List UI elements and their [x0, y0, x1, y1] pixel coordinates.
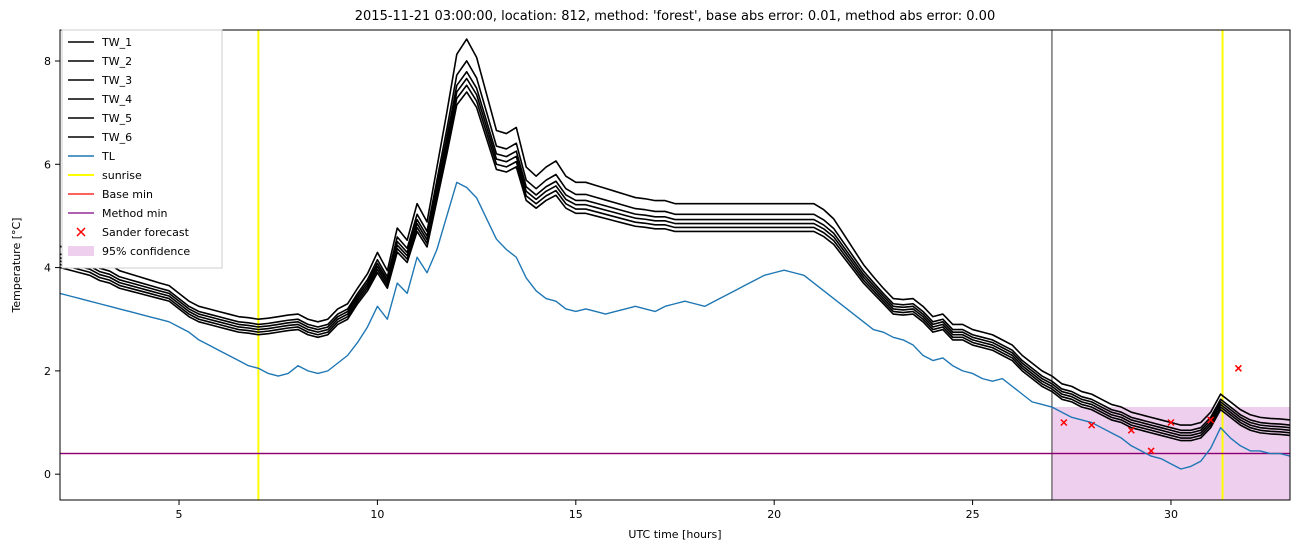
- chart-svg: 5 10 15 20 25 30 0 2 4 6 8 UTC time [hours] Temperat…: [0, 0, 1302, 547]
- legend: TW_1 TW_2 TW_3 TW_4 TW_5 TW_6 TL sunrise Base mi…: [62, 30, 222, 268]
- legend-label: TW_3: [101, 74, 132, 87]
- y-tick-label: 2: [44, 365, 51, 378]
- legend-label: TL: [101, 150, 116, 163]
- legend-label: TW_4: [101, 93, 132, 106]
- legend-label: Method min: [102, 207, 168, 220]
- legend-swatch: [68, 246, 94, 256]
- legend-label: 95% confidence: [102, 245, 190, 258]
- legend-label: Base min: [102, 188, 153, 201]
- y-tick-label: 4: [44, 262, 51, 275]
- y-tick-label: 0: [44, 468, 51, 481]
- legend-label: TW_6: [101, 131, 132, 144]
- x-tick-label: 5: [176, 508, 183, 521]
- x-axis-label: UTC time [hours]: [628, 528, 721, 541]
- y-axis-label: Temperature [°C]: [10, 218, 23, 314]
- legend-label: sunrise: [102, 169, 142, 182]
- y-tick-label: 6: [44, 158, 51, 171]
- x-tick-label: 25: [966, 508, 980, 521]
- y-tick-label: 8: [44, 55, 51, 68]
- x-tick-label: 10: [370, 508, 384, 521]
- legend-label: TW_5: [101, 112, 132, 125]
- x-tick-label: 30: [1164, 508, 1178, 521]
- x-tick-label: 20: [767, 508, 781, 521]
- legend-label: TW_1: [101, 36, 132, 49]
- legend-label: Sander forecast: [102, 226, 190, 239]
- x-tick-label: 15: [569, 508, 583, 521]
- chart-title: 2015-11-21 03:00:00, location: 812, meth…: [355, 9, 995, 24]
- chart-container: 5 10 15 20 25 30 0 2 4 6 8 UTC time [hours] Temperat…: [0, 0, 1302, 547]
- legend-label: TW_2: [101, 55, 132, 68]
